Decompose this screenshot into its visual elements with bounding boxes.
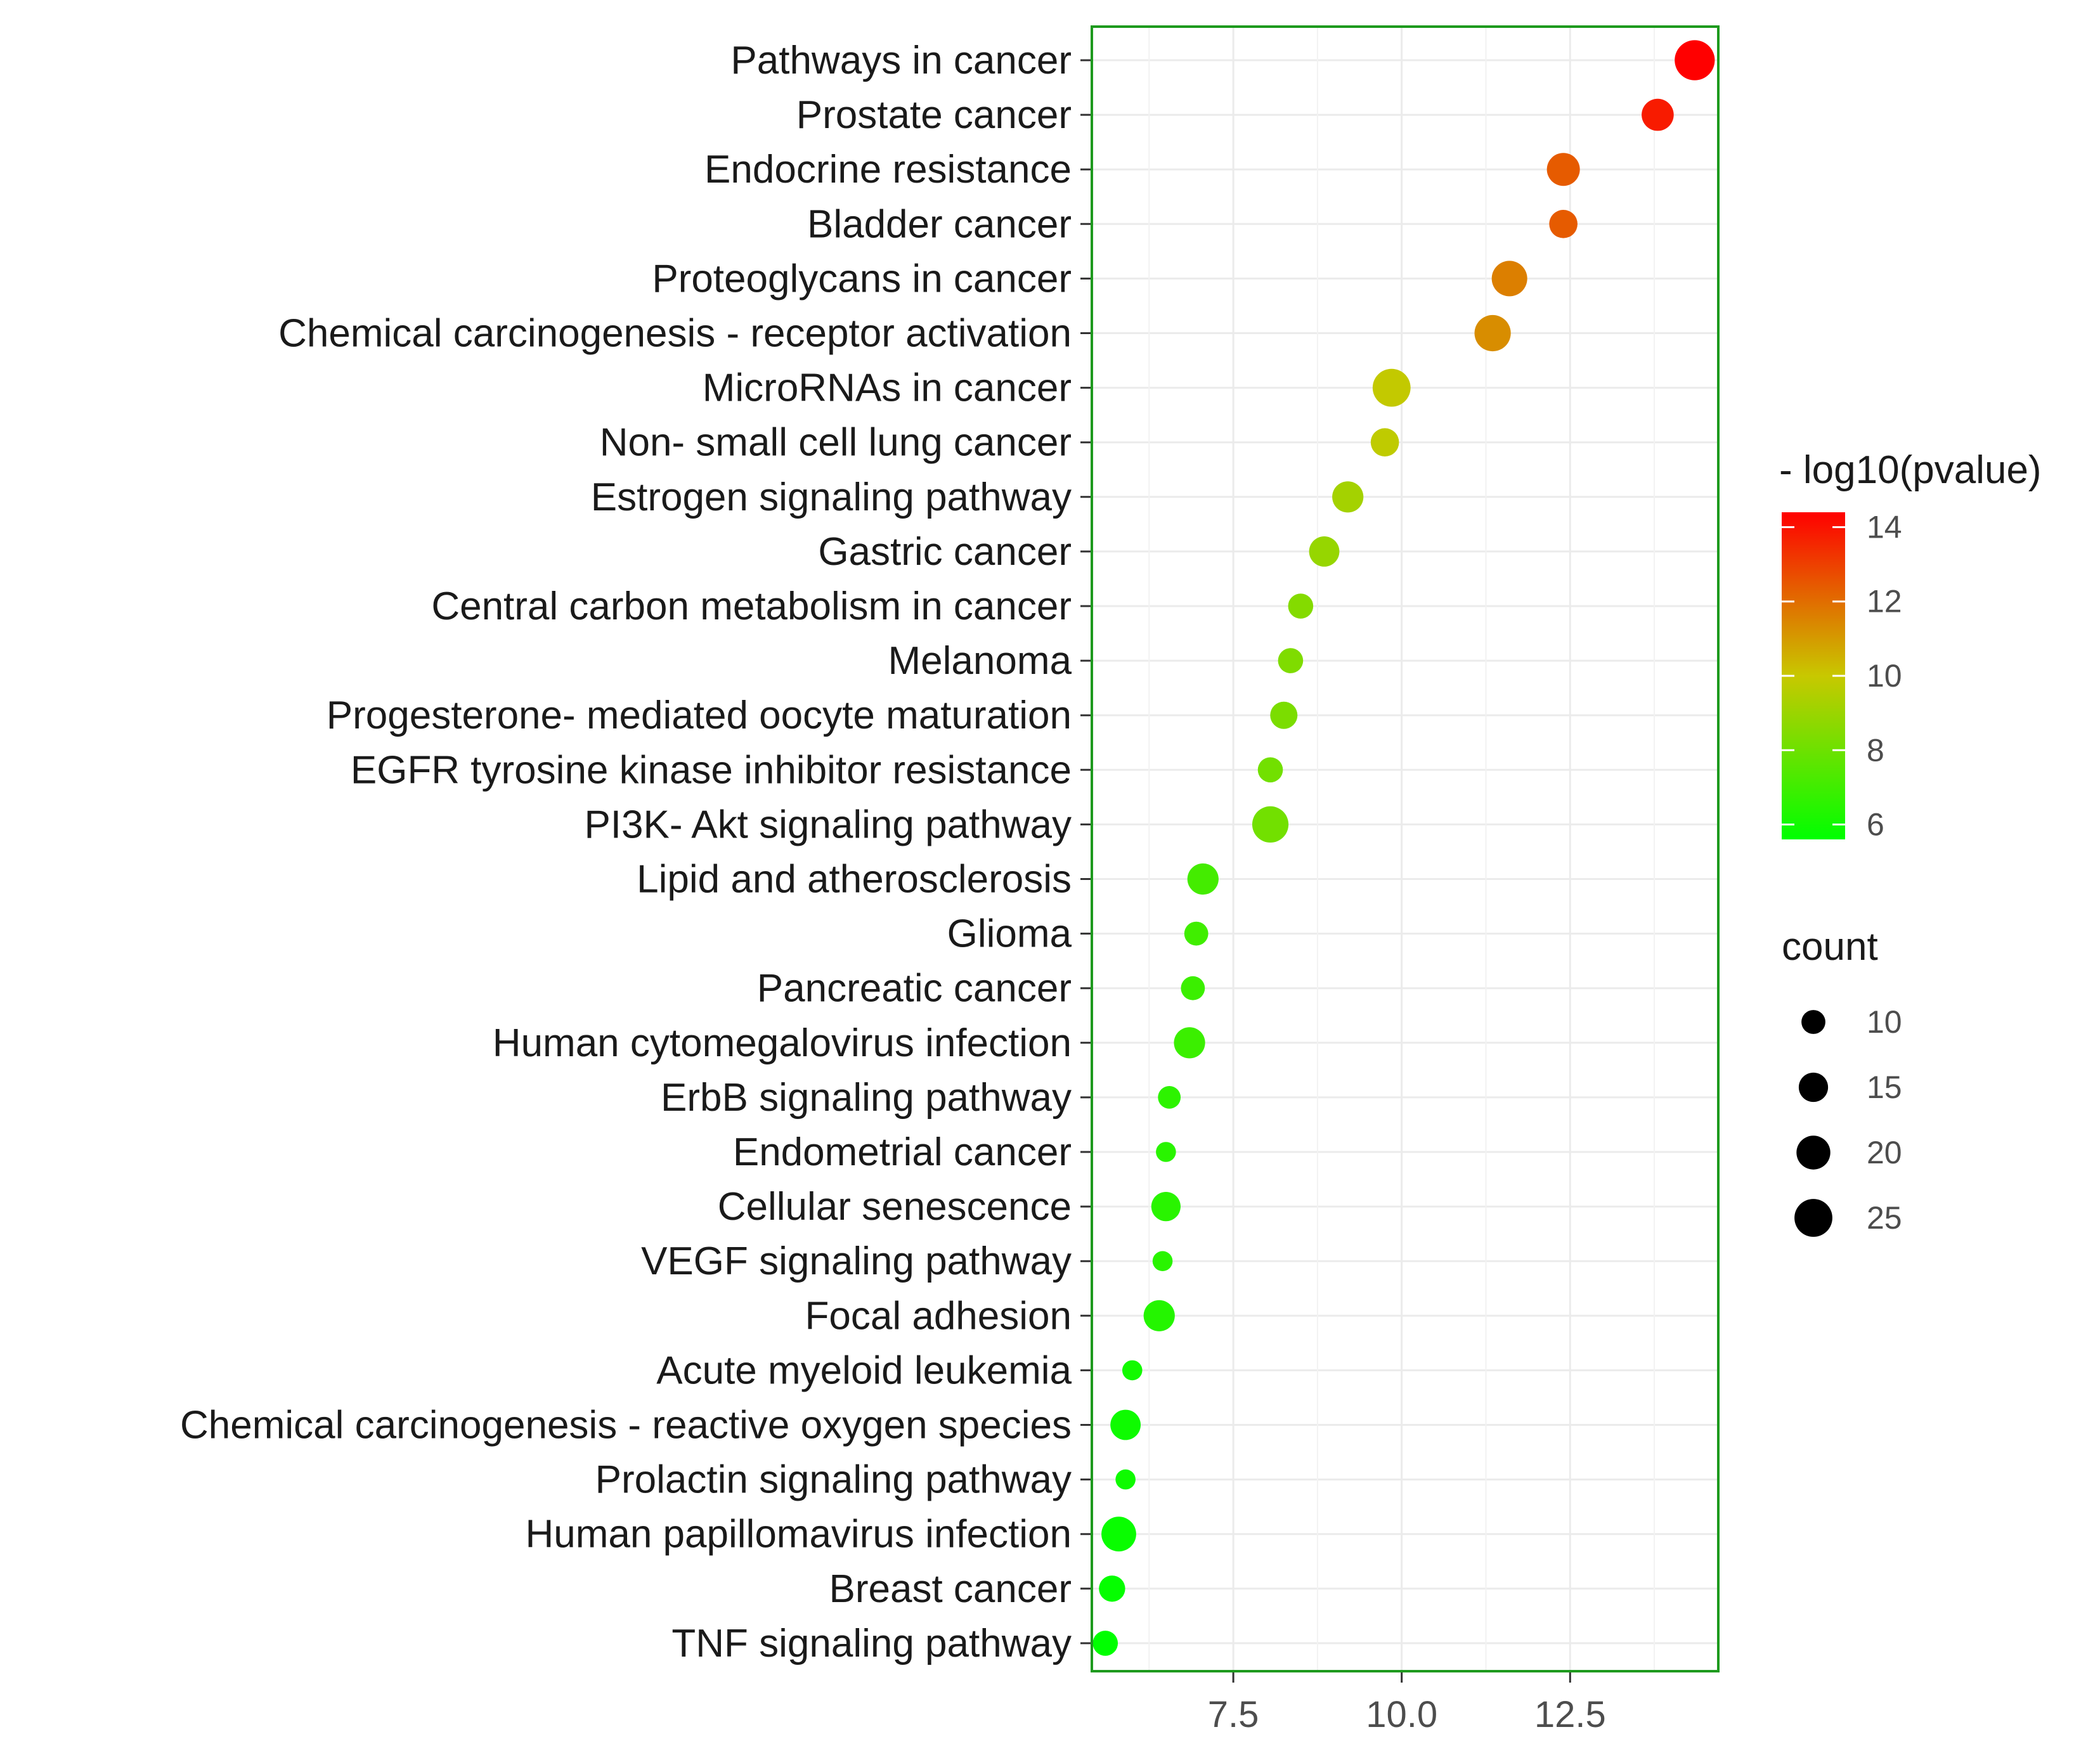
category-label-focal-adhesion: Focal adhesion	[805, 1294, 1072, 1338]
point-prolactin-signaling-pathway	[1115, 1469, 1136, 1490]
color-tick-label: 6	[1867, 807, 1884, 843]
x-axis-ticks: 7.5 10.0 12.5	[1208, 1671, 1606, 1735]
point-pi3k-akt-signaling-pathway	[1252, 806, 1289, 843]
category-label-egfr-tyrosine-kinase-inhibitor-resistance: EGFR tyrosine kinase inhibitor resistanc…	[351, 748, 1072, 792]
point-erbb-signaling-pathway	[1158, 1086, 1181, 1109]
category-label-erbb-signaling-pathway: ErbB signaling pathway	[661, 1076, 1072, 1120]
category-label-endocrine-resistance: Endocrine resistance	[704, 148, 1072, 191]
point-breast-cancer	[1099, 1575, 1125, 1602]
size-key-label: 15	[1867, 1070, 1902, 1105]
category-label-pi3k-akt-signaling-pathway: PI3K- Akt signaling pathway	[584, 803, 1072, 846]
data-points	[1092, 40, 1715, 1656]
category-label-chemical-carcinogenesis-reactive-oxygen-species: Chemical carcinogenesis - reactive oxyge…	[180, 1404, 1072, 1447]
category-label-cellular-senescence: Cellular senescence	[718, 1185, 1072, 1229]
color-tick-label: 12	[1867, 584, 1902, 619]
category-label-proteoglycans-in-cancer: Proteoglycans in cancer	[652, 257, 1072, 301]
category-labels: Pathways in cancer Prostate cancer Endocri…	[180, 39, 1092, 1665]
category-label-central-carbon-metabolism-in-cancer: Central carbon metabolism in cancer	[431, 585, 1072, 628]
point-gastric-cancer	[1309, 536, 1340, 567]
category-label-micrornas-in-cancer: MicroRNAs in cancer	[703, 366, 1072, 410]
point-human-cytomegalovirus-infection	[1174, 1027, 1205, 1059]
category-label-gastric-cancer: Gastric cancer	[818, 530, 1072, 574]
category-label-estrogen-signaling-pathway: Estrogen signaling pathway	[591, 475, 1072, 519]
panel-border	[1091, 25, 1720, 1672]
point-egfr-tyrosine-kinase-inhibitor-resistance	[1257, 757, 1283, 783]
point-bladder-cancer	[1549, 210, 1578, 238]
point-vegf-signaling-pathway	[1152, 1251, 1173, 1271]
category-label-prolactin-signaling-pathway: Prolactin signaling pathway	[595, 1458, 1072, 1502]
size-key-label: 20	[1867, 1135, 1902, 1170]
point-endometrial-cancer	[1156, 1142, 1176, 1162]
point-progesterone-mediated-oocyte-maturation	[1270, 701, 1298, 729]
color-legend-title: - log10(pvalue)	[1779, 448, 2042, 492]
point-human-papillomavirus-infection	[1101, 1516, 1136, 1552]
category-label-melanoma: Melanoma	[888, 639, 1072, 683]
point-central-carbon-metabolism-in-cancer	[1288, 593, 1314, 619]
point-cellular-senescence	[1151, 1192, 1181, 1222]
point-melanoma	[1278, 648, 1304, 673]
category-label-pathways-in-cancer: Pathways in cancer	[730, 39, 1072, 82]
category-label-glioma: Glioma	[947, 912, 1072, 956]
category-label-human-cytomegalovirus-infection: Human cytomegalovirus infection	[493, 1021, 1072, 1065]
grid-layer	[1092, 27, 1718, 1671]
point-prostate-cancer	[1642, 98, 1674, 131]
color-tick-label: 14	[1867, 509, 1902, 545]
point-non-small-cell-lung-cancer	[1370, 428, 1399, 456]
size-legend-keys: 10 15 20 25	[1794, 1004, 1902, 1237]
size-key-circle	[1794, 1199, 1832, 1237]
x-tick-label: 10.0	[1366, 1694, 1437, 1735]
point-glioma	[1184, 921, 1209, 946]
category-label-vegf-signaling-pathway: VEGF signaling pathway	[641, 1239, 1072, 1283]
point-micrornas-in-cancer	[1372, 368, 1411, 407]
point-endocrine-resistance	[1546, 153, 1580, 186]
x-tick-label: 12.5	[1534, 1694, 1606, 1735]
point-acute-myeloid-leukemia	[1122, 1360, 1143, 1381]
category-label-endometrial-cancer: Endometrial cancer	[733, 1130, 1072, 1174]
size-key-label: 10	[1867, 1004, 1902, 1040]
category-label-breast-cancer: Breast cancer	[829, 1567, 1072, 1611]
color-legend: - log10(pvalue) 6 8 10 12 14	[1779, 448, 2042, 843]
category-label-pancreatic-cancer: Pancreatic cancer	[757, 967, 1072, 1011]
point-focal-adhesion	[1143, 1300, 1175, 1331]
color-legend-ticks: 6 8 10 12 14	[1782, 509, 1902, 843]
size-key-circle	[1801, 1010, 1825, 1034]
category-label-lipid-and-atherosclerosis: Lipid and atherosclerosis	[637, 858, 1072, 902]
category-label-chemical-carcinogenesis-receptor-activation: Chemical carcinogenesis - receptor activ…	[278, 312, 1072, 356]
point-chemical-carcinogenesis-receptor-activation	[1474, 314, 1511, 352]
point-pancreatic-cancer	[1181, 976, 1205, 1000]
point-chemical-carcinogenesis-reactive-oxygen-species	[1110, 1409, 1141, 1440]
size-key-circle	[1796, 1135, 1831, 1170]
color-tick-label: 8	[1867, 732, 1884, 768]
category-label-non-small-cell-lung-cancer: Non- small cell lung cancer	[600, 421, 1072, 465]
size-legend-title: count	[1782, 925, 1878, 969]
color-tick-label: 10	[1867, 658, 1902, 694]
category-label-human-papillomavirus-infection: Human papillomavirus infection	[525, 1513, 1072, 1556]
category-label-bladder-cancer: Bladder cancer	[807, 202, 1072, 246]
point-estrogen-signaling-pathway	[1332, 481, 1364, 513]
point-pathways-in-cancer	[1675, 40, 1715, 81]
size-key-label: 25	[1867, 1200, 1902, 1236]
category-label-tnf-signaling-pathway: TNF signaling pathway	[671, 1622, 1072, 1665]
category-label-progesterone-mediated-oocyte-maturation: Progesterone- mediated oocyte maturation	[327, 694, 1072, 737]
point-proteoglycans-in-cancer	[1491, 261, 1527, 297]
x-tick-label: 7.5	[1208, 1694, 1259, 1735]
category-label-prostate-cancer: Prostate cancer	[796, 93, 1072, 137]
point-lipid-and-atherosclerosis	[1187, 863, 1219, 895]
category-label-acute-myeloid-leukemia: Acute myeloid leukemia	[656, 1348, 1072, 1392]
point-tnf-signaling-pathway	[1092, 1631, 1118, 1656]
size-key-circle	[1798, 1072, 1829, 1103]
size-legend: count 10 15 20 25	[1782, 925, 1902, 1237]
